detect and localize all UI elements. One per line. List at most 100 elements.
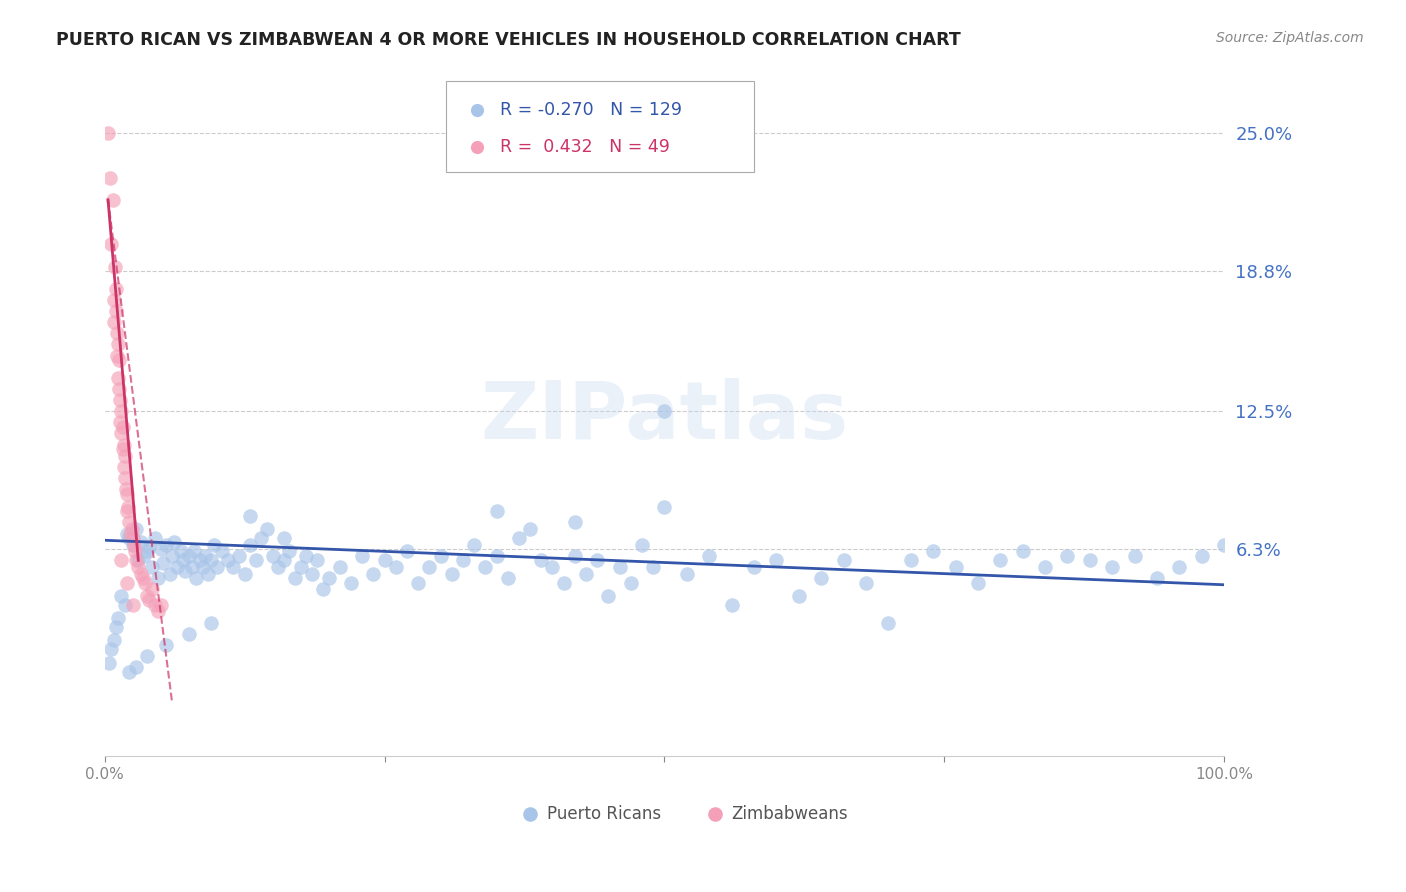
Point	[174, 565, 197, 579]
Point	[127, 560, 149, 574]
Point	[129, 535, 152, 549]
Point	[200, 553, 222, 567]
Point	[104, 282, 127, 296]
Point	[136, 589, 159, 603]
Point	[148, 605, 170, 619]
Point	[115, 482, 138, 496]
Point	[132, 549, 155, 563]
FancyBboxPatch shape	[446, 81, 754, 172]
Point	[111, 442, 134, 456]
Point	[222, 560, 245, 574]
Point	[395, 544, 418, 558]
Point	[703, 871, 725, 886]
Point	[564, 549, 586, 563]
Point	[787, 589, 810, 603]
Point	[181, 560, 204, 574]
Point	[631, 538, 654, 552]
Point	[586, 553, 609, 567]
Point	[329, 560, 352, 574]
Point	[211, 544, 233, 558]
Point	[188, 553, 211, 567]
Point	[273, 553, 295, 567]
Point	[132, 571, 155, 585]
Point	[110, 393, 132, 408]
Point	[152, 556, 174, 570]
Point	[654, 500, 676, 514]
Point	[720, 598, 742, 612]
Point	[654, 404, 676, 418]
Point	[202, 538, 225, 552]
Point	[363, 566, 385, 581]
Point	[620, 575, 643, 590]
Text: Source: ZipAtlas.com: Source: ZipAtlas.com	[1216, 31, 1364, 45]
Point	[245, 553, 267, 567]
Point	[256, 522, 278, 536]
Point	[197, 566, 219, 581]
Point	[138, 540, 160, 554]
Point	[118, 516, 141, 530]
Point	[440, 566, 463, 581]
Point	[100, 642, 122, 657]
Point	[1191, 549, 1213, 563]
Point	[110, 426, 132, 441]
Point	[1146, 571, 1168, 585]
Point	[104, 304, 127, 318]
Point	[177, 549, 200, 563]
Point	[117, 500, 139, 514]
Point	[262, 549, 284, 563]
Point	[149, 598, 172, 612]
Point	[922, 544, 945, 558]
Point	[118, 665, 141, 679]
Point	[115, 486, 138, 500]
Point	[183, 544, 205, 558]
Point	[508, 531, 530, 545]
Point	[278, 544, 301, 558]
Point	[121, 538, 143, 552]
Point	[127, 553, 149, 567]
Point	[352, 549, 374, 563]
Point	[114, 471, 136, 485]
Point	[239, 538, 262, 552]
Point	[121, 531, 143, 545]
Point	[496, 571, 519, 585]
Point	[125, 553, 148, 567]
Point	[121, 598, 143, 612]
Point	[104, 620, 127, 634]
Point	[186, 571, 208, 585]
Point	[155, 538, 177, 552]
Point	[290, 560, 312, 574]
Point	[1011, 544, 1033, 558]
Point	[110, 553, 132, 567]
Point	[107, 371, 129, 385]
Point	[474, 560, 496, 574]
Point	[124, 544, 146, 558]
Point	[143, 598, 166, 612]
Point	[114, 598, 136, 612]
Point	[160, 549, 183, 563]
Point	[205, 560, 228, 574]
Point	[141, 560, 163, 574]
Point	[832, 553, 855, 567]
Point	[228, 549, 250, 563]
Point	[374, 553, 396, 567]
Point	[217, 553, 239, 567]
Point	[429, 549, 451, 563]
Point	[530, 553, 553, 567]
Point	[250, 531, 273, 545]
Point	[136, 648, 159, 663]
Point	[118, 531, 141, 545]
Point	[105, 349, 128, 363]
Point	[233, 566, 256, 581]
Point	[155, 638, 177, 652]
Point	[163, 535, 186, 549]
Point	[103, 633, 125, 648]
Point	[112, 437, 135, 451]
Point	[200, 615, 222, 630]
Point	[643, 560, 665, 574]
Point	[103, 315, 125, 329]
Point	[170, 544, 193, 558]
Point	[136, 544, 159, 558]
Point	[110, 415, 132, 429]
Point	[284, 571, 307, 585]
Point	[519, 522, 541, 536]
